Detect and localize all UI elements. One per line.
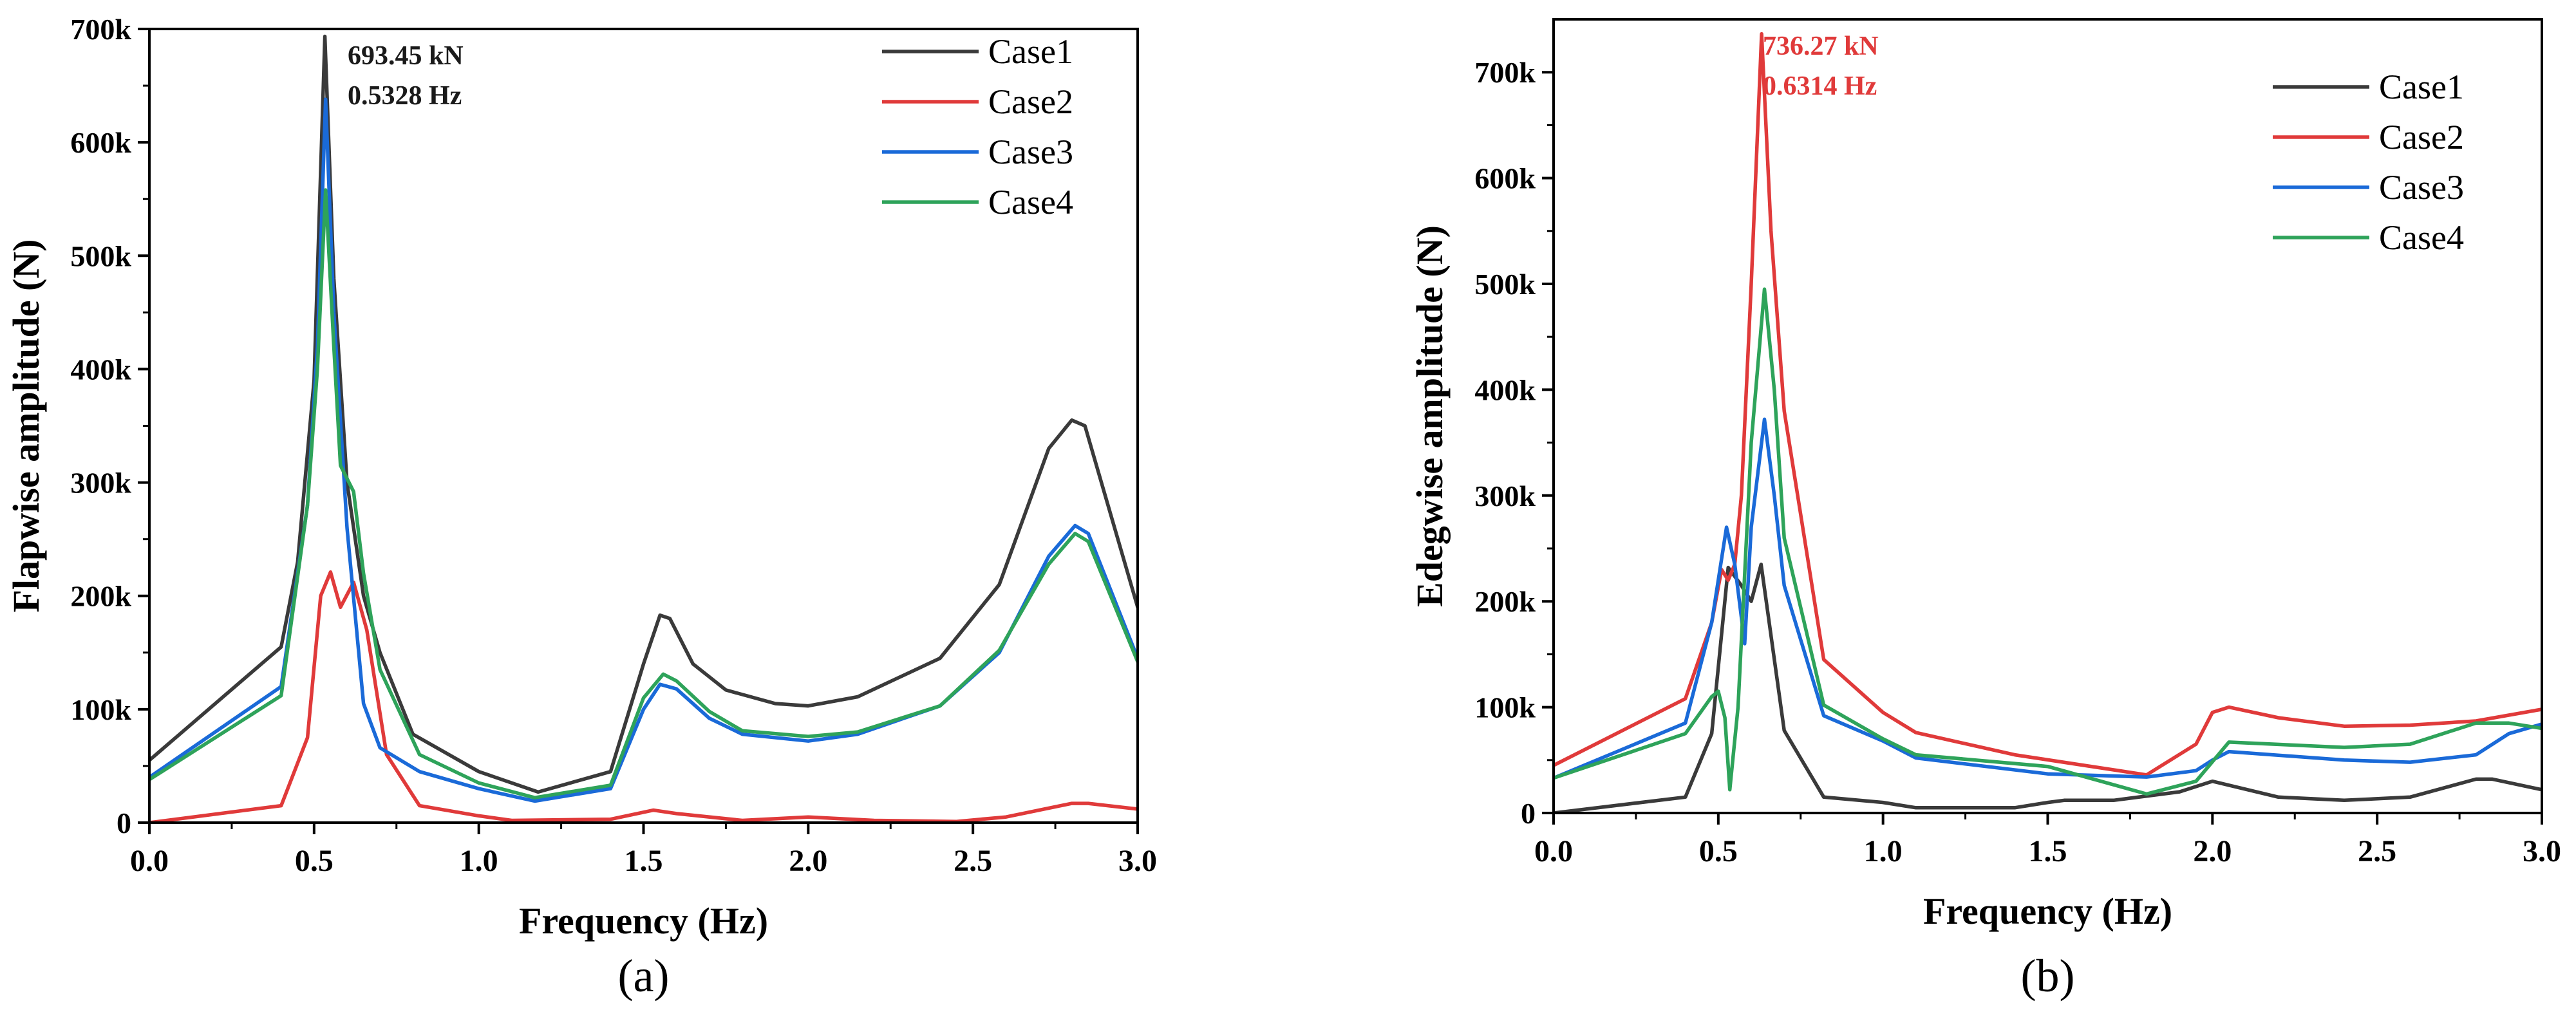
panel-a-legend-label-case3: Case3	[988, 133, 1073, 171]
panel-a-y-tick-label: 700k	[70, 13, 131, 46]
panel-b-y-tick-label: 700k	[1474, 56, 1536, 89]
panel-b-chart: 0.0 0.5 1.0 1.5 2.0 2.5 3.0 0 100k 200k 300k 400k 50…	[1409, 18, 2561, 1002]
panel-a-y-tick-label: 500k	[70, 239, 131, 272]
panel-b-x-tick-label: 2.0	[2193, 834, 2232, 868]
panel-a-x-tick-label: 2.0	[789, 844, 827, 878]
panel-b-series-case3-line	[1554, 417, 2542, 780]
panel-b-legend-label-case2: Case2	[2379, 118, 2464, 156]
panel-a-x-tick-label: 0.0	[130, 844, 169, 878]
panel-a-x-tick-label: 1.0	[460, 844, 498, 878]
panel-b-x-tick-label: 1.5	[2029, 834, 2067, 868]
panel-b-series-case2-line	[1554, 32, 2542, 777]
panel-b-peak-annotation: 0.6314 Hz	[1763, 71, 1877, 101]
panel-a-y-tick-label: 200k	[70, 580, 131, 613]
panel-a-label: (a)	[618, 950, 670, 1002]
panel-a-x-tick-label: 2.5	[954, 844, 992, 878]
panel-b-y-tick-label: 600k	[1474, 162, 1536, 195]
panel-a-y-tick-label: 300k	[70, 467, 131, 500]
panel-a-x-axis-label: Frequency (Hz)	[519, 900, 768, 942]
panel-a-x-tick-label: 1.5	[625, 844, 663, 878]
panel-a-peak-annotation: 693.45 kN	[348, 41, 464, 71]
panel-b-series-case4-line	[1554, 287, 2542, 796]
panel-a-y-tick-label: 400k	[70, 353, 131, 386]
panel-b-x-tick-label: 0.0	[1534, 834, 1573, 868]
panel-b-y-tick-label: 500k	[1474, 268, 1536, 301]
panel-b-x-tick-label: 1.0	[1864, 834, 1903, 868]
panel-b-y-tick-label: 0	[1521, 797, 1536, 830]
panel-b-y-tick-label: 100k	[1474, 691, 1536, 724]
panel-a-legend-label-case2: Case2	[988, 82, 1073, 121]
panel-b-y-tick-label: 200k	[1474, 585, 1536, 618]
panel-b-x-tick-label: 2.5	[2358, 834, 2396, 868]
panel-a-y-tick-label: 600k	[70, 126, 131, 159]
panel-a-series-case4-line	[149, 188, 1138, 799]
panel-a-x-tick-label: 0.5	[295, 844, 334, 878]
panel-b-y-axis-label: Edegwise amplitude (N)	[1409, 225, 1451, 607]
panel-a-peak-annotation: 0.5328 Hz	[348, 81, 462, 111]
panel-b-x-tick-label: 3.0	[2523, 834, 2561, 868]
panel-b-y-tick-label: 300k	[1474, 480, 1536, 512]
panel-a-y-tick-label: 0	[117, 807, 131, 839]
panel-b-legend-label-case3: Case3	[2379, 168, 2464, 207]
panel-b-x-tick-label: 0.5	[1699, 834, 1738, 868]
panel-a-series-case2-line	[149, 570, 1138, 823]
panel-a-y-axis-label: Flapwise amplitude (N)	[5, 239, 47, 613]
panel-b-y-tick-label: 400k	[1474, 373, 1536, 406]
panel-a-legend-label-case1: Case1	[988, 32, 1073, 71]
panel-a-x-tick-label: 3.0	[1118, 844, 1157, 878]
panel-b-series-case1-line	[1554, 562, 2542, 813]
panel-a-legend-label-case4: Case4	[988, 183, 1073, 221]
panel-b-label: (b)	[2021, 950, 2075, 1002]
panel-b-legend-label-case1: Case1	[2379, 68, 2464, 106]
panel-b-legend-label-case4: Case4	[2379, 218, 2464, 257]
panel-a-y-tick-label: 100k	[70, 693, 131, 726]
panel-b-x-axis-label: Frequency (Hz)	[1923, 890, 2172, 932]
panel-a-chart: 0.0 0.5 1.0 1.5 2.0 2.5 3.0 0 100k 200k 300k 400k 50…	[5, 13, 1157, 1002]
panel-b-peak-annotation: 736.27 kN	[1763, 32, 1879, 61]
